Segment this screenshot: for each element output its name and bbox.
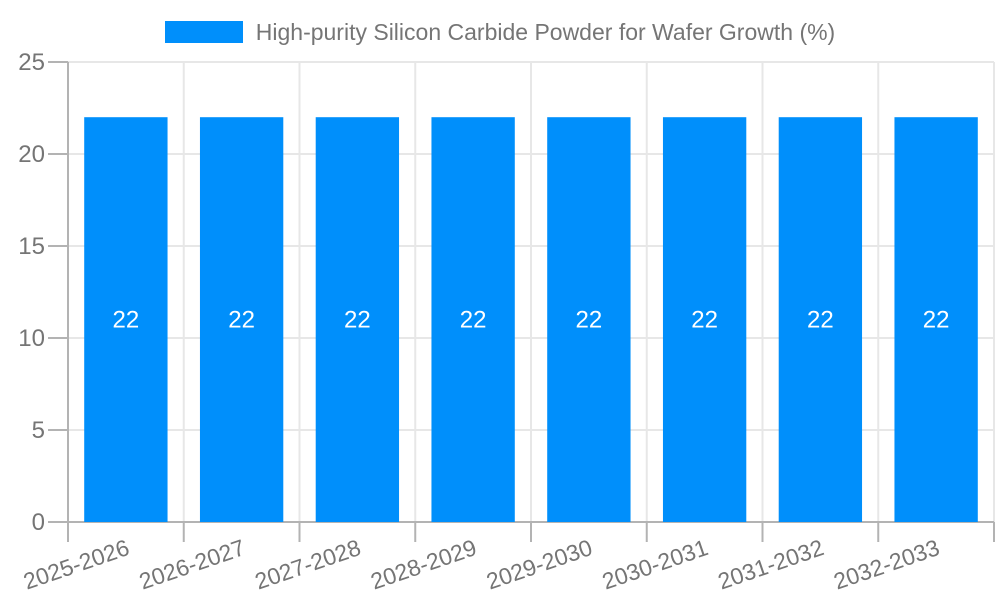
legend-label[interactable]: High-purity Silicon Carbide Powder for W… xyxy=(255,18,836,45)
y-tick-label: 25 xyxy=(18,49,45,76)
x-tick-label: 2030-2031 xyxy=(599,534,711,594)
bar[interactable] xyxy=(662,117,747,522)
bar[interactable] xyxy=(84,117,168,522)
bar[interactable] xyxy=(199,117,284,522)
x-tick-label: 2027-2028 xyxy=(252,534,364,594)
chart-legend[interactable]: High-purity Silicon Carbide Powder for W… xyxy=(0,14,1000,50)
bar-value-label: 22 xyxy=(807,307,834,334)
y-tick-label: 0 xyxy=(32,509,45,536)
bar[interactable] xyxy=(778,117,863,522)
y-tick-label: 20 xyxy=(18,141,45,168)
y-tick-label: 10 xyxy=(18,325,45,352)
x-tick-label: 2029-2030 xyxy=(483,534,595,594)
y-tick-label: 5 xyxy=(32,417,45,444)
bar-value-label: 22 xyxy=(576,307,603,334)
bar-value-label: 22 xyxy=(113,307,140,334)
bar[interactable] xyxy=(547,117,631,522)
x-tick-label: 2032-2033 xyxy=(830,534,942,594)
bar[interactable] xyxy=(894,117,978,522)
legend-swatch[interactable] xyxy=(164,21,243,43)
bar-value-label: 22 xyxy=(344,307,371,334)
y-tick-label: 15 xyxy=(18,233,45,260)
bar-value-label: 22 xyxy=(691,307,718,334)
bar-value-label: 22 xyxy=(228,307,255,334)
bar[interactable] xyxy=(315,117,400,522)
x-tick-label: 2026-2027 xyxy=(136,534,248,594)
bar[interactable] xyxy=(431,117,515,522)
x-tick-label: 2025-2026 xyxy=(20,534,132,594)
x-tick-label: 2028-2029 xyxy=(367,534,479,594)
bar-value-label: 22 xyxy=(460,307,487,334)
bar-value-label: 22 xyxy=(923,307,950,334)
x-tick-label: 2031-2032 xyxy=(715,534,827,594)
